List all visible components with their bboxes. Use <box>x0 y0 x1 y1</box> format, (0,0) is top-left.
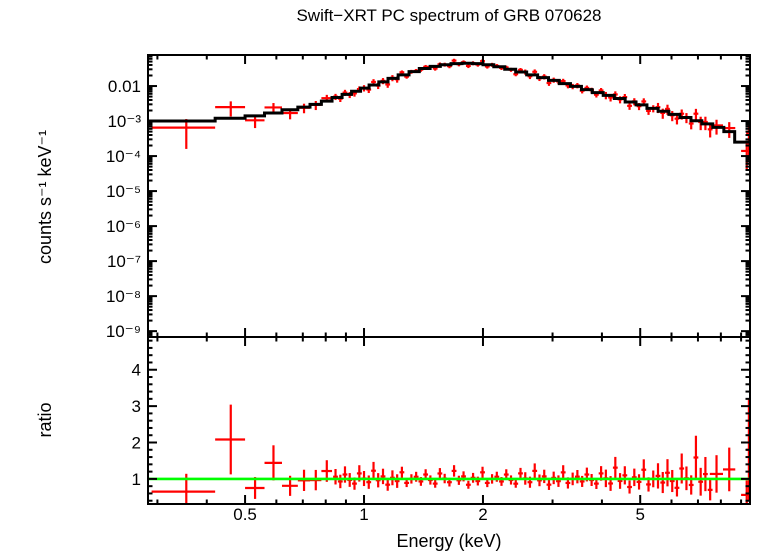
x-tick-label: 2 <box>478 505 487 524</box>
x-tick-label: 1 <box>359 505 368 524</box>
y-tick-label: 10⁻⁷ <box>107 252 141 271</box>
y-tick-label: 10⁻³ <box>107 112 141 131</box>
model-line <box>149 61 749 144</box>
ratio-tick-label: 3 <box>132 397 141 416</box>
ratio-tick-label: 1 <box>132 470 141 489</box>
x-tick-label: 5 <box>635 505 644 524</box>
x-tick-label: 0.5 <box>233 505 257 524</box>
axis-ticks <box>148 55 750 504</box>
tick-labels: 0.5 1 2 5 0.01 10⁻³ 10⁻⁴ 10⁻⁵ 10⁻⁶ 10⁻⁷ 10⁻⁸ 10⁻⁹ 1 2… <box>106 77 645 524</box>
ratio-tick-label: 4 <box>132 361 141 380</box>
y-tick-label: 0.01 <box>108 77 141 96</box>
y-tick-label: 10⁻⁴ <box>106 147 141 166</box>
y-tick-label: 10⁻⁵ <box>106 182 141 201</box>
chart-title: Swift−XRT PC spectrum of GRB 070628 <box>296 6 602 25</box>
y-tick-label: 10⁻⁶ <box>106 217 141 236</box>
ratio-tick-label: 2 <box>132 434 141 453</box>
y-tick-label: 10⁻⁹ <box>106 322 141 341</box>
spectrum-data-points <box>151 58 749 171</box>
x-axis-label: Energy (keV) <box>396 531 502 551</box>
ratio-data-points <box>151 398 749 503</box>
panel-frames <box>147 54 751 505</box>
y-tick-label: 10⁻⁸ <box>106 287 141 306</box>
